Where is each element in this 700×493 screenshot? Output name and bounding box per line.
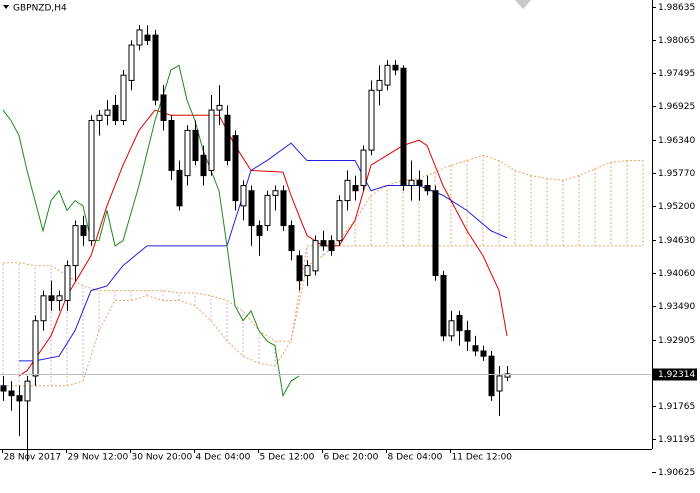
candle-body: [400, 67, 407, 187]
y-tick-label: 1.96340: [658, 136, 695, 146]
candle-body: [320, 240, 327, 247]
candle-body: [432, 190, 439, 276]
x-tick-label: 29 Nov 12:00: [68, 453, 129, 463]
y-tick-label: 1.91195: [658, 435, 695, 445]
symbol-menu-arrow[interactable]: [3, 5, 9, 9]
candle-body: [328, 240, 335, 252]
candle-body: [248, 190, 255, 227]
candle-body: [96, 114, 103, 121]
candle-body: [24, 380, 31, 402]
candle-body: [408, 179, 415, 187]
x-tick-label: 5 Dec 12:00: [260, 453, 315, 463]
candle-body: [136, 29, 143, 46]
candle-body: [424, 185, 431, 192]
candle-body: [440, 274, 447, 337]
candle-body: [312, 240, 319, 272]
x-tick-label: 30 Nov 20:00: [132, 453, 193, 463]
candle-body: [176, 169, 183, 207]
axes: 1.98635 1.98065 1.97495 1.96925 1.96340 1.957…: [0, 3, 697, 478]
candle-body: [128, 44, 135, 81]
y-tick-label: 1.90625: [658, 468, 695, 478]
candle-body: [152, 34, 159, 101]
cloud-span-a: [3, 154, 643, 387]
candle-body: [240, 185, 247, 207]
candle-body: [456, 315, 463, 332]
candle-body: [16, 395, 23, 402]
candle-body: [304, 265, 311, 276]
candle-body: [112, 104, 119, 121]
candle-body: [296, 255, 303, 282]
y-tick-label: 1.92905: [658, 336, 695, 346]
candle-body: [464, 330, 471, 342]
y-tick-label: 1.98065: [658, 36, 695, 46]
candle-body: [488, 355, 495, 397]
candle-body: [72, 225, 79, 267]
candle-body: [336, 200, 343, 242]
last-price-box: [653, 368, 697, 381]
candle-body: [168, 119, 175, 171]
candle-body: [184, 129, 191, 177]
candle-body: [216, 104, 223, 111]
y-tick-label: 1.97495: [658, 69, 695, 79]
candle-body: [48, 295, 55, 301]
candle-body: [376, 79, 383, 91]
candle-body: [160, 94, 167, 121]
x-tick-label: 28 Nov 2017: [4, 453, 62, 463]
candle-body: [256, 225, 263, 236]
candle-body: [472, 345, 479, 352]
candle-body: [384, 64, 391, 86]
candle-body: [264, 194, 271, 227]
candle-body: [280, 190, 287, 227]
candle-body: [8, 390, 15, 397]
candle-body: [344, 179, 351, 202]
candle-body: [64, 265, 71, 301]
y-tick-label: 1.95770: [658, 169, 695, 179]
y-tick-label: 1.91765: [658, 402, 695, 412]
candle-body: [144, 34, 151, 41]
indicator-line: [19, 142, 508, 362]
y-tick-label: 1.95200: [658, 202, 695, 212]
candle-body: [480, 350, 487, 357]
corner-marker[interactable]: [515, 0, 531, 9]
candle-body: [80, 225, 87, 236]
candle-body: [392, 64, 399, 71]
y-tick-label: 1.96925: [658, 102, 695, 112]
candle-body: [0, 385, 7, 392]
candle-body: [104, 109, 111, 116]
candle-body: [272, 190, 279, 196]
x-tick-label: 6 Dec 20:00: [324, 453, 379, 463]
x-tick-label: 8 Dec 04:00: [388, 453, 443, 463]
candle-body: [368, 89, 375, 151]
candle-body: [232, 135, 239, 202]
candle-body: [448, 320, 455, 337]
x-tick-label: 11 Dec 12:00: [452, 453, 513, 463]
y-tick-label: 1.98635: [658, 3, 695, 13]
candle-body: [416, 179, 423, 187]
y-tick-label: 1.94060: [658, 269, 695, 279]
candles: [0, 25, 511, 462]
candle-body: [88, 119, 95, 242]
candle-body: [496, 375, 503, 392]
candle-body: [288, 225, 295, 252]
candle-body: [56, 295, 63, 301]
candle-body: [504, 373, 511, 378]
candle-body: [120, 74, 127, 121]
candle-body: [352, 185, 359, 192]
candle-body: [40, 295, 47, 322]
x-tick-label: 4 Dec 04:00: [196, 453, 251, 463]
y-tick-label: 1.93490: [658, 302, 695, 312]
chart-title: GBPNZD,H4: [13, 4, 67, 14]
candle-body: [208, 109, 215, 171]
last-price-label: 1.92314: [658, 370, 695, 380]
indicator-line: [18, 109, 508, 377]
candle-body: [32, 320, 39, 377]
candle-body: [200, 154, 207, 177]
candle-body: [192, 129, 199, 162]
candle-body: [360, 149, 367, 187]
y-tick-label: 1.94630: [658, 236, 695, 246]
candle-body: [224, 114, 231, 162]
